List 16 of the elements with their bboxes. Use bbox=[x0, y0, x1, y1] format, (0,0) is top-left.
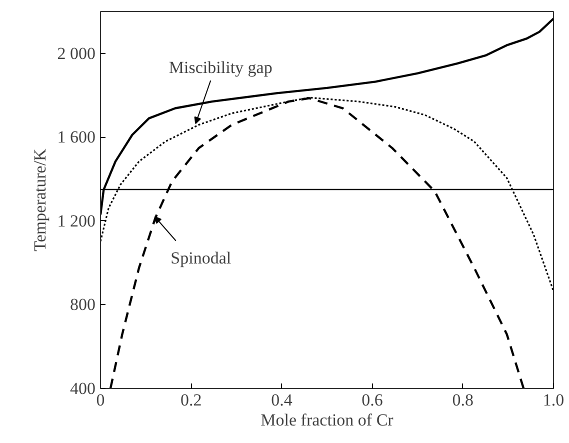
x-tick-label: 0 bbox=[96, 390, 105, 410]
y-axis-title: Temperature/K bbox=[30, 148, 50, 252]
line-series bbox=[100, 18, 554, 216]
y-tick-label: 1 200 bbox=[57, 211, 96, 230]
x-tick-label: 1.0 bbox=[542, 390, 564, 410]
annotation: Spinodal bbox=[170, 248, 232, 268]
y-tick-label: 2 000 bbox=[57, 44, 96, 63]
y-tick-label: 400 bbox=[70, 379, 96, 398]
annotation: Miscibility gap bbox=[168, 58, 272, 78]
x-axis-title: Mole fraction of Cr bbox=[260, 410, 394, 430]
y-tick-label: 800 bbox=[70, 295, 96, 314]
x-tick-label: 0.6 bbox=[362, 390, 383, 410]
x-tick-label: 0.2 bbox=[180, 390, 202, 410]
x-tick-label: 0.8 bbox=[452, 390, 474, 410]
y-tick-label: 1 600 bbox=[57, 128, 96, 147]
x-tick-label: 0.4 bbox=[271, 390, 293, 410]
